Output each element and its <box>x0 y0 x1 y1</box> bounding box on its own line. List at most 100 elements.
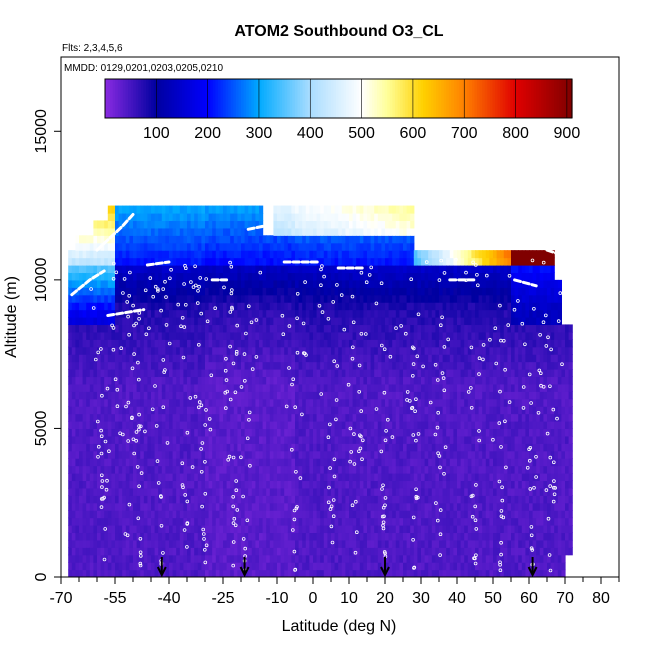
heat-cell <box>115 331 120 340</box>
heat-cell <box>421 443 426 452</box>
heat-cell <box>140 287 145 296</box>
heat-cell <box>403 265 408 274</box>
heat-cell <box>190 398 195 407</box>
heat-cell <box>172 487 177 496</box>
heat-cell <box>302 525 307 534</box>
heat-cell <box>169 517 174 526</box>
heat-cell <box>262 339 267 348</box>
heat-cell <box>82 539 87 548</box>
heat-cell <box>291 361 296 370</box>
heat-cell <box>316 346 321 355</box>
heat-cell <box>111 279 116 288</box>
heat-cell <box>428 510 433 519</box>
heat-cell <box>97 294 102 303</box>
heat-cell <box>165 487 170 496</box>
heat-cell <box>129 287 134 296</box>
heat-cell <box>151 428 156 437</box>
heat-cell <box>338 487 343 496</box>
heat-cell <box>223 294 228 303</box>
heat-cell <box>75 539 80 548</box>
heat-cell <box>392 510 397 519</box>
heat-cell <box>165 435 170 444</box>
heat-cell <box>399 376 404 385</box>
heat-cell <box>111 383 116 392</box>
heat-cell <box>359 339 364 348</box>
heat-cell <box>403 376 408 385</box>
heat-cell <box>323 569 328 577</box>
heat-cell <box>244 487 249 496</box>
heat-cell <box>359 383 364 392</box>
heat-cell <box>208 517 213 526</box>
heat-cell <box>424 495 429 504</box>
heat-cell <box>331 294 336 303</box>
heat-cell <box>259 220 264 229</box>
heat-cell <box>431 458 436 467</box>
heat-cell <box>262 309 267 318</box>
heat-cell <box>154 554 159 563</box>
heat-cell <box>86 502 91 511</box>
heat-cell <box>259 487 264 496</box>
heat-cell <box>104 331 109 340</box>
heat-cell <box>115 220 120 229</box>
heat-cell <box>421 517 426 526</box>
heat-cell <box>287 317 292 326</box>
heat-cell <box>223 317 228 326</box>
heat-cell <box>172 569 177 577</box>
heat-cell <box>395 250 400 259</box>
heat-cell <box>122 562 127 571</box>
heat-cell <box>93 547 98 556</box>
heat-cell <box>280 502 285 511</box>
heat-cell <box>284 391 289 400</box>
heat-cell <box>331 532 336 541</box>
heat-cell <box>147 257 152 266</box>
heat-cell <box>111 361 116 370</box>
heat-cell <box>241 331 246 340</box>
heat-cell <box>233 354 238 363</box>
heat-cell <box>316 398 321 407</box>
heat-cell <box>205 227 210 236</box>
heat-cell <box>352 465 357 474</box>
heat-cell <box>431 398 436 407</box>
heat-cell <box>183 309 188 318</box>
heat-cell <box>291 309 296 318</box>
heat-cell <box>428 391 433 400</box>
heat-cell <box>385 510 390 519</box>
heat-cell <box>129 554 134 563</box>
heat-cell <box>154 309 159 318</box>
heat-cell <box>284 458 289 467</box>
heat-cell <box>410 242 415 251</box>
heat-cell <box>298 324 303 333</box>
heat-cell <box>111 547 116 556</box>
heat-cell <box>284 539 289 548</box>
heat-cell <box>323 406 328 415</box>
heat-cell <box>147 361 152 370</box>
heat-cell <box>395 562 400 571</box>
heat-cell <box>205 547 210 556</box>
heat-cell <box>277 235 282 244</box>
heat-cell <box>374 539 379 548</box>
heat-cell <box>237 257 242 266</box>
heat-cell <box>154 302 159 311</box>
heat-cell <box>305 406 310 415</box>
heat-cell <box>269 435 274 444</box>
heat-cell <box>291 369 296 378</box>
heat-cell <box>417 339 422 348</box>
heat-cell <box>140 510 145 519</box>
heat-cell <box>266 539 271 548</box>
heat-cell <box>248 213 253 222</box>
heat-cell <box>183 435 188 444</box>
heat-cell <box>147 458 152 467</box>
heat-cell <box>187 227 192 236</box>
heat-cell <box>154 532 159 541</box>
heat-cell <box>140 294 145 303</box>
heat-cell <box>154 339 159 348</box>
heat-cell <box>129 339 134 348</box>
heat-cell <box>233 480 238 489</box>
heat-cell <box>115 539 120 548</box>
heat-cell <box>93 450 98 459</box>
heat-cell <box>251 510 256 519</box>
heat-cell <box>71 450 76 459</box>
heat-cell <box>68 569 73 577</box>
heat-cell <box>93 421 98 430</box>
heat-cell <box>291 331 296 340</box>
